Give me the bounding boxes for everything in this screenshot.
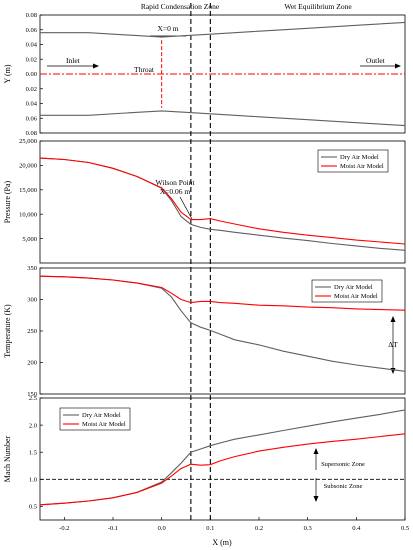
mach-moist-air-line (39, 433, 406, 506)
temperature-y-tick-label: 300 (27, 297, 37, 304)
mach-legend-label: Moist Air Model (82, 421, 126, 428)
temperature-moist-air-line (39, 275, 406, 311)
x-tick-label: -0.1 (108, 525, 118, 532)
geometry-y-tick-label: 0.04 (26, 42, 38, 49)
temperature-y-tick-label: 200 (27, 360, 37, 367)
wet-zone-label: Wet Equilibrium Zone (284, 2, 352, 11)
x-tick-label: 0.1 (206, 525, 214, 532)
mach-y-tick-label: 2.5 (29, 395, 37, 402)
x0-label: X=0 m (157, 24, 178, 33)
temperature-legend-label: Dry Air Model (334, 284, 373, 291)
pressure-ylabel: Pressure (Pa) (3, 180, 12, 223)
geometry-y-tick-label: 0.06 (26, 27, 38, 34)
pressure-y-tick-label: 15,000 (19, 187, 37, 194)
pressure-legend-label: Dry Air Model (340, 154, 379, 161)
mach-ylabel: Mach Number (3, 435, 12, 482)
delta-t-arrowhead-top (390, 316, 396, 322)
wilson-x-label: X=0.06 m (160, 187, 191, 196)
mach-y-tick-label: 0.5 (29, 504, 37, 511)
geometry-y-tick-label: 0.02 (26, 56, 37, 63)
x-tick-label: 0.3 (304, 525, 312, 532)
temperature-y-tick-label: 150 (27, 391, 37, 398)
subsonic-label: Subsonic Zone (324, 483, 363, 490)
pressure-moist-air-line (39, 157, 406, 245)
outlet-arrowhead (395, 63, 401, 69)
geometry-ylabel: Y (m) (3, 64, 12, 83)
inlet-label: Inlet (66, 56, 81, 65)
mach-y-tick-label: 2.0 (29, 422, 37, 429)
pressure-y-tick-label: 20,000 (19, 163, 37, 170)
chart-marks: -0.2 -0.1 0.0 0.1 0.2 0.3 0.4 0.5 0.08 0.06 0.04 0.… (19, 3, 409, 532)
throat-label: Throat (134, 65, 155, 74)
outlet-label: Outlet (366, 56, 386, 65)
geometry-upper-wall-line (40, 21, 406, 38)
x-tick-label: 0.4 (352, 525, 361, 532)
rapid-zone-label: Rapid Condensation Zone (141, 2, 220, 11)
geometry-y-tick-label: 0.04 (26, 101, 38, 108)
geometry-y-tick-label: 0.00 (26, 71, 37, 78)
inlet-arrowhead (93, 63, 99, 69)
x-tick-label: 0.0 (158, 525, 166, 532)
geometry-y-tick-label: 0.08 (26, 12, 37, 19)
mach-legend-label: Dry Air Model (82, 412, 121, 419)
pressure-y-tick-label: 5,000 (22, 236, 37, 243)
x-tick-label: 0.5 (401, 525, 409, 532)
mach-panel-frame (39, 397, 406, 521)
x-tick-label: 0.2 (255, 525, 263, 532)
geometry-y-tick-label: 0.08 (26, 130, 37, 137)
geometry-y-tick-label: 0.06 (26, 115, 38, 122)
delta-t-arrowhead-bottom (390, 368, 396, 374)
x-axis-label: X (m) (212, 538, 232, 547)
geometry-lower-wall-line (40, 110, 406, 127)
wilson-pointer (179, 196, 193, 220)
pressure-y-tick-label: 25,000 (19, 138, 37, 145)
supersonic-arrowhead (313, 448, 319, 454)
mach-y-tick-label: 1.5 (29, 449, 37, 456)
pressure-legend-label: Moist Air Model (340, 163, 384, 170)
pressure-panel-frame (39, 140, 406, 264)
geometry-y-tick-label: 0.02 (26, 86, 37, 93)
x-tick-label: -0.2 (59, 525, 69, 532)
mach-y-tick-label: 1.0 (29, 477, 37, 484)
supersonic-label: Supersonic Zone (321, 461, 365, 468)
temperature-y-tick-label: 350 (27, 265, 37, 272)
temperature-legend-label: Moist Air Model (334, 293, 378, 300)
temperature-ylabel: Temperature (K) (3, 304, 12, 358)
temperature-y-tick-label: 250 (27, 328, 37, 335)
wilson-point-label: Wilson Point (155, 178, 195, 187)
pressure-y-tick-label: 10,000 (19, 211, 37, 218)
subsonic-arrowhead (313, 496, 319, 502)
